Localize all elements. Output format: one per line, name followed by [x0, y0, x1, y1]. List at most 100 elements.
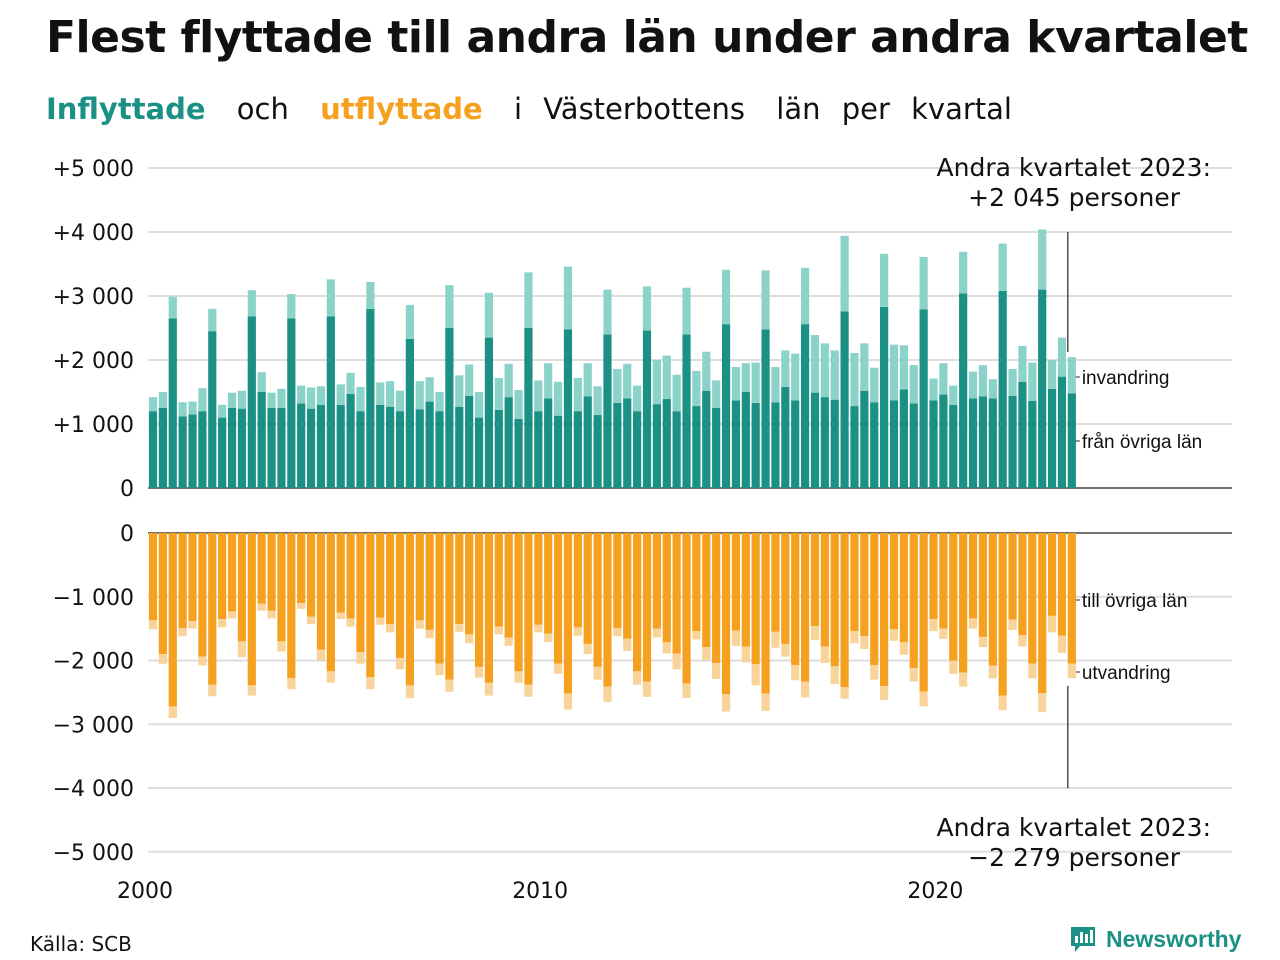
y-tick-label: −3 000: [53, 713, 134, 738]
bar-invandring: [297, 385, 306, 404]
bar-utvandring: [1038, 693, 1047, 713]
bar-utvandring: [553, 663, 563, 674]
bar-inflytt-lan: [820, 397, 829, 488]
bar-utflytt-lan: [514, 533, 523, 672]
bar-invandring: [662, 355, 671, 400]
bar-utvandring: [751, 664, 760, 686]
bar-inflytt-lan: [553, 415, 563, 488]
bar-utflytt-lan: [633, 533, 642, 672]
annotations: Andra kvartalet 2023:+2 045 personerAndr…: [937, 153, 1211, 872]
bar-utflytt-lan: [178, 533, 187, 628]
series-label: från övriga län: [1082, 432, 1202, 453]
bar-utflytt-lan: [158, 533, 167, 655]
bar-utvandring: [188, 620, 197, 629]
bar-inflytt-lan: [899, 389, 908, 488]
bar-invandring: [504, 363, 513, 398]
bar-utflytt-lan: [840, 533, 849, 688]
bar-invandring: [356, 386, 365, 412]
bar-utflytt-lan: [702, 533, 711, 648]
bar-invandring: [840, 235, 849, 312]
bar-invandring: [870, 367, 879, 403]
bar-inflytt-lan: [514, 418, 523, 488]
bar-inflytt-lan: [178, 416, 187, 488]
bar-utvandring: [455, 624, 464, 632]
bar-inflytt-lan: [968, 398, 978, 488]
bar-invandring: [415, 381, 424, 410]
page-title: Flest flyttade till andra län under andr…: [46, 12, 1248, 63]
bar-utvandring: [662, 642, 671, 654]
bar-invandring: [603, 289, 612, 335]
bar-inflytt-lan: [227, 408, 237, 488]
bar-utflytt-lan: [800, 533, 810, 682]
bar-inflytt-lan: [504, 397, 513, 488]
bar-inflytt-lan: [692, 406, 701, 488]
bar-utvandring: [257, 603, 266, 611]
bar-inflytt-lan: [494, 409, 503, 488]
bar-inflytt-lan: [761, 329, 770, 488]
bar-utflytt-lan: [909, 533, 918, 669]
bar-inflytt-lan: [791, 400, 800, 488]
bar-invandring: [218, 404, 227, 418]
bar-utflytt-lan: [929, 533, 938, 620]
bar-invandring: [850, 352, 859, 407]
bar-invandring: [168, 296, 177, 319]
bar-invandring: [336, 384, 345, 405]
bar-utvandring: [247, 685, 256, 696]
bar-utflytt-lan: [860, 533, 869, 637]
bar-utvandring: [593, 666, 602, 680]
bar-utflytt-lan: [563, 533, 573, 694]
bar-inflytt-lan: [810, 392, 820, 488]
bar-utvandring: [297, 603, 306, 609]
bar-utflytt-lan: [583, 533, 592, 644]
brand-name: Newsworthy: [1106, 925, 1242, 952]
bar-utflytt-lan: [870, 533, 879, 665]
bar-inflytt-lan: [721, 324, 731, 488]
bar-utflytt-lan: [474, 533, 484, 667]
bar-utvandring: [721, 694, 731, 712]
bar-utvandring: [277, 641, 286, 652]
bar-invandring: [682, 287, 691, 335]
bar-utvandring: [208, 684, 217, 697]
bar-inflytt-lan: [633, 411, 642, 488]
bar-inflytt-lan: [405, 338, 414, 488]
bar-utflytt-lan: [880, 533, 889, 686]
bar-inflytt-lan: [474, 417, 484, 488]
bar-inflytt-lan: [148, 411, 158, 488]
bar-invandring: [800, 267, 810, 325]
subtitle-word: i: [513, 92, 522, 126]
bar-invandring: [751, 362, 760, 403]
bar-invandring: [326, 279, 335, 317]
bar-utflytt-lan: [287, 533, 296, 679]
bar-inflytt-lan: [741, 392, 750, 488]
bar-utvandring: [376, 617, 385, 625]
bar-utvandring: [642, 681, 652, 697]
bar-inflytt-lan: [731, 400, 741, 488]
bar-invandring: [1067, 357, 1076, 394]
bar-utvandring: [484, 682, 494, 696]
bar-invandring: [702, 351, 711, 391]
bar-utflytt-lan: [168, 533, 177, 707]
bar-inflytt-lan: [909, 403, 918, 488]
y-tick-label: 0: [120, 522, 134, 547]
bar-inflytt-lan: [870, 402, 879, 488]
bar-inflytt-lan: [1067, 393, 1076, 488]
bar-invandring: [376, 382, 385, 405]
subtitle-och: och: [236, 92, 289, 126]
bar-utvandring: [603, 686, 612, 702]
bar-invandring: [386, 381, 395, 407]
bar-invandring: [998, 243, 1007, 291]
bar-invandring: [652, 360, 661, 405]
bar-invandring: [583, 363, 592, 397]
bar-invandring: [277, 388, 286, 408]
bar-utflytt-lan: [494, 533, 503, 627]
bar-utvandring: [880, 686, 889, 701]
bar-inflytt-lan: [326, 316, 335, 488]
bar-inflytt-lan: [445, 328, 454, 488]
bar-utvandring: [267, 610, 276, 619]
bar-utvandring: [820, 646, 829, 664]
bar-utvandring: [899, 642, 908, 655]
bar-utflytt-lan: [267, 533, 276, 611]
brand-logo[interactable]: Newsworthy: [1068, 924, 1241, 954]
y-tick-label: +3 000: [53, 285, 134, 310]
bar-inflytt-lan: [642, 330, 652, 488]
